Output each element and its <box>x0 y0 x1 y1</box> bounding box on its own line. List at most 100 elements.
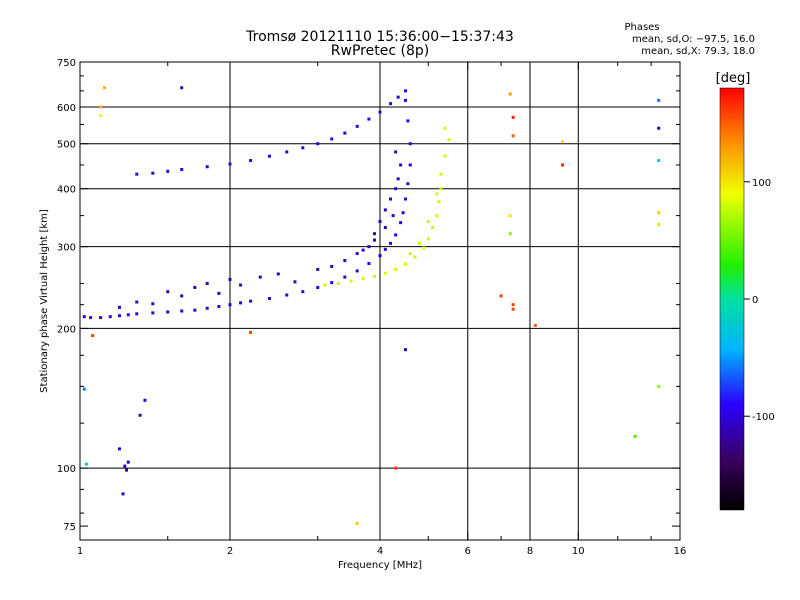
y-tick-label: 200 <box>57 324 76 335</box>
data-point <box>323 283 327 287</box>
data-point <box>399 163 403 167</box>
colorbar-tick-label: 0 <box>752 295 758 306</box>
data-point <box>657 211 661 215</box>
x-tick-label: 16 <box>674 546 687 557</box>
data-point <box>373 238 377 242</box>
data-point <box>389 197 393 201</box>
data-point <box>373 274 377 278</box>
colorbar-gradient <box>719 87 745 511</box>
data-point <box>126 460 130 464</box>
y-axis-label: Stationary phase Virtual Height [km] <box>39 209 50 393</box>
data-point <box>239 283 243 287</box>
data-point <box>657 384 661 388</box>
data-point <box>361 277 365 281</box>
data-point <box>422 246 426 250</box>
data-point <box>443 154 447 158</box>
data-point <box>399 221 403 225</box>
y-tick-label: 75 <box>63 522 76 533</box>
data-point <box>394 466 398 470</box>
series-4 <box>82 86 661 525</box>
data-point <box>217 291 221 295</box>
data-point <box>330 264 334 268</box>
data-point <box>401 211 405 215</box>
chart-subtitle: RwPretec (8p) <box>331 43 429 59</box>
data-point <box>138 413 142 417</box>
data-point <box>258 275 262 279</box>
data-point <box>267 296 271 300</box>
data-point <box>367 261 371 265</box>
data-point <box>91 334 95 338</box>
x-tick-label: 4 <box>377 546 383 557</box>
y-tick-label: 400 <box>57 185 76 196</box>
data-point <box>511 303 515 307</box>
data-point <box>123 464 127 468</box>
data-point <box>316 267 320 271</box>
data-point <box>435 192 439 196</box>
data-point <box>657 98 661 102</box>
data-point <box>193 308 197 312</box>
data-point <box>285 293 289 297</box>
data-point <box>180 294 184 298</box>
data-point <box>408 142 412 146</box>
data-point <box>389 241 393 245</box>
data-point <box>336 281 340 285</box>
phase-info-x: mean, sd,X: 79.3, 18.0 <box>641 46 755 57</box>
x-tick-label: 10 <box>572 546 585 557</box>
data-point <box>367 245 371 249</box>
data-point <box>217 304 221 308</box>
data-point <box>378 219 382 223</box>
data-point <box>439 172 443 176</box>
y-tick-label: 600 <box>57 103 76 114</box>
data-point <box>108 315 112 319</box>
y-tick-label: 500 <box>57 140 76 151</box>
data-point <box>330 137 334 141</box>
data-point <box>117 447 121 451</box>
data-point <box>403 89 407 93</box>
data-point <box>657 126 661 130</box>
data-point <box>205 165 209 169</box>
data-point <box>406 182 410 186</box>
data-point <box>383 208 387 212</box>
data-point <box>121 492 125 496</box>
x-tick-label: 8 <box>527 546 533 557</box>
data-point <box>508 232 512 236</box>
data-point <box>166 169 170 173</box>
data-point <box>135 300 139 304</box>
y-axis: 75 100 200 300 400 500 600 750 <box>57 58 680 533</box>
data-point <box>443 126 447 130</box>
data-point <box>383 225 387 229</box>
data-point <box>378 110 382 114</box>
colorbar: [deg] 100 0 -100 <box>716 71 775 511</box>
data-point <box>99 114 103 118</box>
x-axis: 1 2 4 6 8 10 16 <box>77 62 687 557</box>
data-point <box>117 314 121 318</box>
series-1 <box>135 95 400 176</box>
data-point <box>205 281 209 285</box>
data-point <box>633 434 637 438</box>
data-point <box>151 311 155 315</box>
data-point <box>82 315 86 319</box>
data-point <box>413 255 417 259</box>
data-point <box>126 313 130 317</box>
data-point <box>355 269 359 273</box>
data-point <box>373 232 377 236</box>
data-point <box>394 267 398 271</box>
data-point <box>511 115 515 119</box>
data-point <box>99 316 103 320</box>
data-point <box>125 468 129 472</box>
data-point <box>249 299 253 303</box>
data-point <box>143 398 147 402</box>
data-point <box>349 279 353 283</box>
data-point <box>249 159 253 163</box>
data-point <box>403 262 407 266</box>
data-point <box>361 248 365 252</box>
data-point <box>447 138 451 142</box>
data-point <box>301 146 305 150</box>
data-point <box>657 222 661 226</box>
data-point <box>205 306 209 310</box>
data-point <box>403 197 407 201</box>
data-point <box>406 119 410 123</box>
data-point <box>561 163 565 167</box>
data-point <box>437 200 441 204</box>
data-point <box>193 286 197 290</box>
